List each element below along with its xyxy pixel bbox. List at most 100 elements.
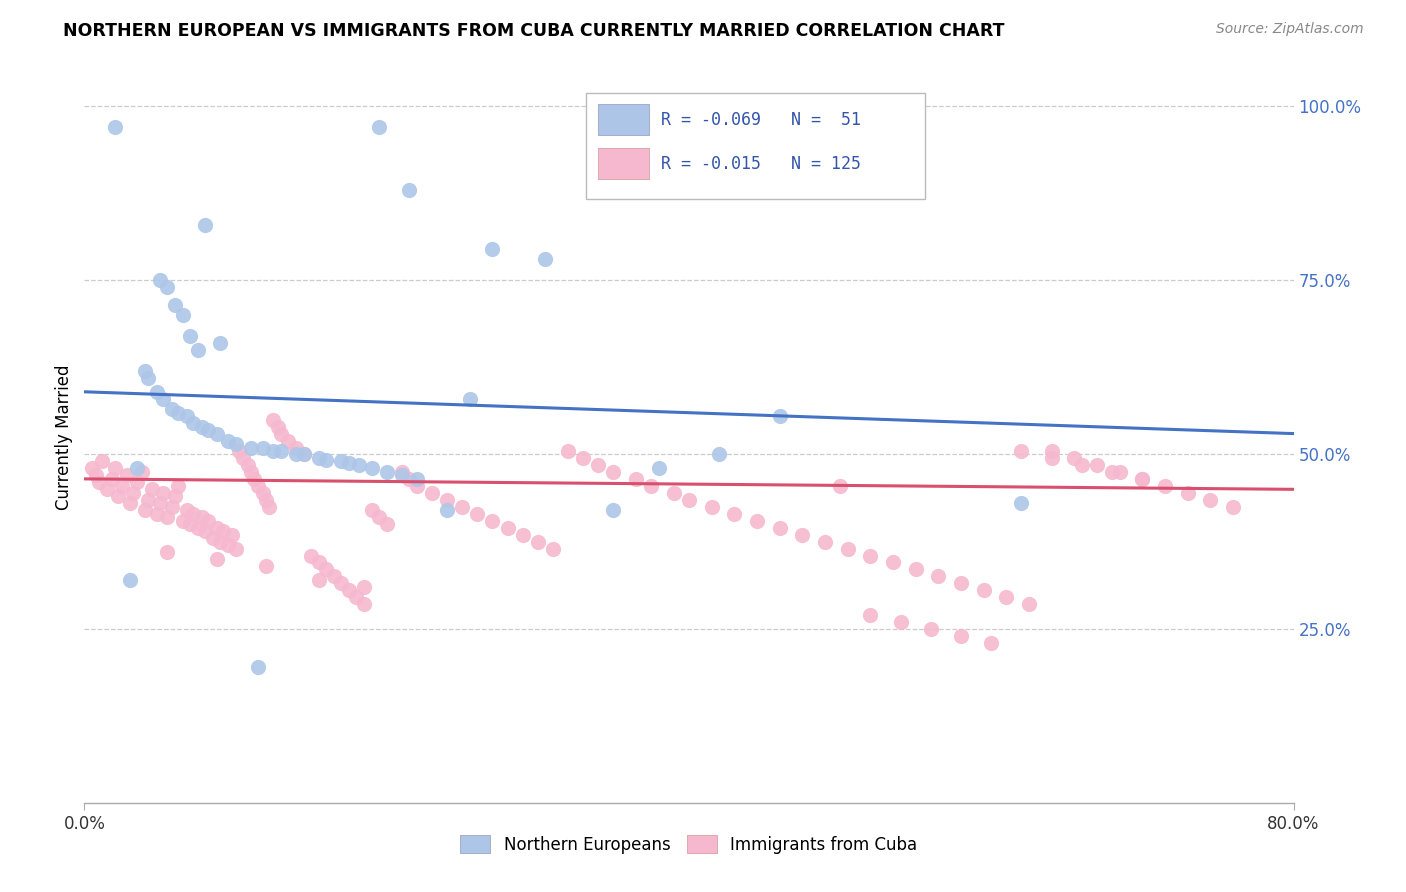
Point <box>270 426 292 441</box>
Point <box>172 308 194 322</box>
Point <box>467 507 489 521</box>
Point <box>353 597 375 611</box>
Point <box>252 485 274 500</box>
Point <box>640 479 662 493</box>
Point <box>973 583 995 598</box>
Point <box>267 419 290 434</box>
Point <box>191 419 214 434</box>
Point <box>458 392 481 406</box>
Point <box>225 437 247 451</box>
Point <box>920 622 942 636</box>
Point <box>165 489 187 503</box>
Point <box>512 527 534 541</box>
Point <box>398 183 420 197</box>
Point <box>436 503 458 517</box>
Point <box>406 479 429 493</box>
Point <box>1011 496 1033 510</box>
Point <box>792 527 814 541</box>
Point <box>1130 472 1153 486</box>
Point <box>181 416 204 430</box>
Point <box>179 517 201 532</box>
Point <box>156 545 179 559</box>
Point <box>165 298 187 312</box>
Point <box>191 510 214 524</box>
Point <box>207 552 229 566</box>
Point <box>156 510 179 524</box>
Point <box>136 371 159 385</box>
Point <box>197 423 219 437</box>
Point <box>406 472 429 486</box>
Text: Source: ZipAtlas.com: Source: ZipAtlas.com <box>1216 22 1364 37</box>
FancyBboxPatch shape <box>599 148 650 179</box>
Point <box>648 461 671 475</box>
Point <box>391 465 413 479</box>
Point <box>160 402 183 417</box>
Point <box>995 591 1018 605</box>
Point <box>225 541 247 556</box>
Point <box>588 458 610 472</box>
Point <box>172 514 194 528</box>
Point <box>360 503 382 517</box>
Point <box>212 524 235 538</box>
Point <box>496 521 519 535</box>
Point <box>149 273 172 287</box>
Point <box>330 576 353 591</box>
Point <box>436 492 458 507</box>
Point <box>201 531 224 545</box>
Point <box>197 514 219 528</box>
Point <box>349 458 371 472</box>
Point <box>678 492 700 507</box>
Y-axis label: Currently Married: Currently Married <box>55 364 73 510</box>
Point <box>980 635 1002 649</box>
Point <box>194 218 217 232</box>
Point <box>527 534 550 549</box>
Point <box>127 461 149 475</box>
Point <box>136 492 159 507</box>
Point <box>398 472 420 486</box>
Point <box>239 441 262 455</box>
Point <box>262 412 284 426</box>
Point <box>292 448 315 462</box>
Point <box>830 479 852 493</box>
Point <box>292 448 315 462</box>
Point <box>1040 450 1063 465</box>
Point <box>270 444 292 458</box>
Point <box>194 524 217 538</box>
Point <box>368 510 391 524</box>
Point <box>1011 444 1033 458</box>
Point <box>375 465 398 479</box>
Point <box>181 507 204 521</box>
Point <box>330 454 353 468</box>
Point <box>360 461 382 475</box>
FancyBboxPatch shape <box>586 94 925 200</box>
Point <box>700 500 723 514</box>
Point <box>1177 485 1199 500</box>
Point <box>451 500 474 514</box>
Point <box>420 485 443 500</box>
Point <box>837 541 859 556</box>
Point <box>107 489 129 503</box>
Point <box>769 521 792 535</box>
Point <box>315 562 337 576</box>
Point <box>368 120 391 134</box>
Point <box>534 252 557 267</box>
Point <box>217 434 239 448</box>
Point <box>247 479 270 493</box>
Point <box>209 336 232 351</box>
Point <box>176 503 198 517</box>
Point <box>882 556 904 570</box>
Point <box>115 468 138 483</box>
Point <box>723 507 745 521</box>
Point <box>299 549 322 563</box>
Point <box>950 629 973 643</box>
Point <box>557 444 579 458</box>
Point <box>308 573 330 587</box>
Point <box>904 562 927 576</box>
Point <box>285 448 308 462</box>
Point <box>141 483 163 497</box>
Point <box>541 541 564 556</box>
Point <box>86 468 108 483</box>
Text: R = -0.015   N = 125: R = -0.015 N = 125 <box>661 154 860 172</box>
Point <box>1130 472 1153 486</box>
Point <box>1071 458 1094 472</box>
